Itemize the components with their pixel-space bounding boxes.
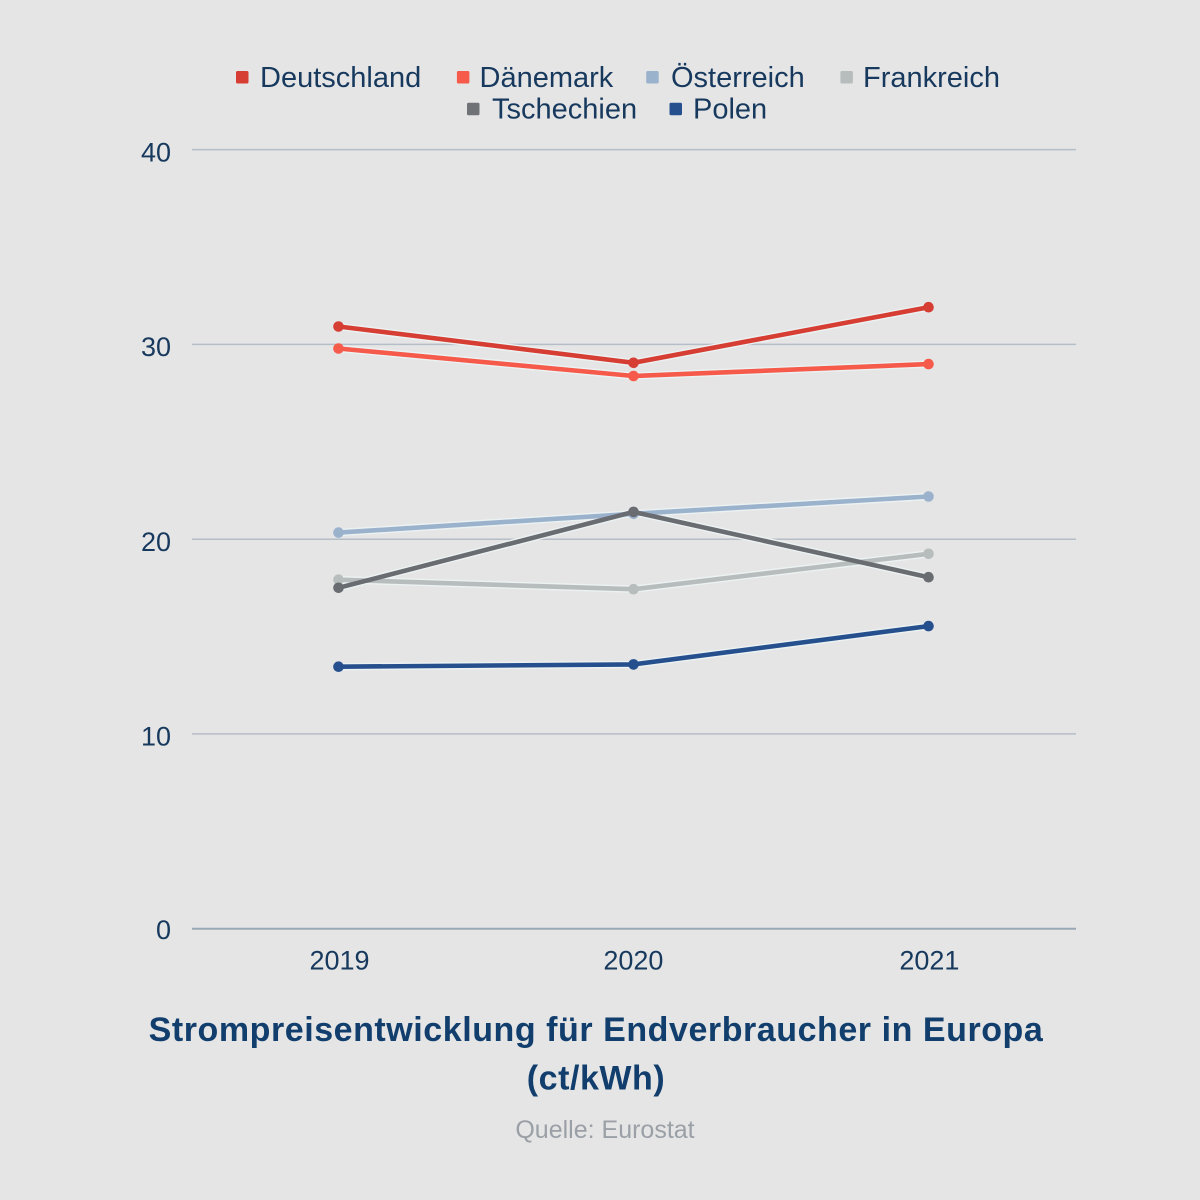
svg-text:Quelle: Eurostat: Quelle: Eurostat bbox=[515, 1116, 694, 1144]
svg-text:(ct/kWh): (ct/kWh) bbox=[527, 1059, 666, 1097]
svg-text:Deutschland: Deutschland bbox=[260, 62, 421, 94]
svg-text:30: 30 bbox=[141, 332, 171, 362]
svg-text:0: 0 bbox=[156, 915, 171, 945]
svg-text:Dänemark: Dänemark bbox=[480, 62, 614, 94]
svg-text:20: 20 bbox=[141, 527, 171, 557]
svg-text:40: 40 bbox=[141, 137, 171, 167]
svg-text:Österreich: Österreich bbox=[671, 62, 805, 94]
svg-text:Polen: Polen bbox=[693, 94, 767, 126]
svg-text:Frankreich: Frankreich bbox=[863, 62, 1000, 94]
svg-text:2020: 2020 bbox=[603, 945, 663, 975]
svg-text:Tschechien: Tschechien bbox=[492, 94, 637, 126]
svg-text:Strompreisentwicklung für Endv: Strompreisentwicklung für Endverbraucher… bbox=[149, 1011, 1044, 1049]
svg-text:10: 10 bbox=[141, 722, 171, 752]
svg-text:2021: 2021 bbox=[899, 945, 959, 975]
svg-text:2019: 2019 bbox=[309, 945, 369, 975]
